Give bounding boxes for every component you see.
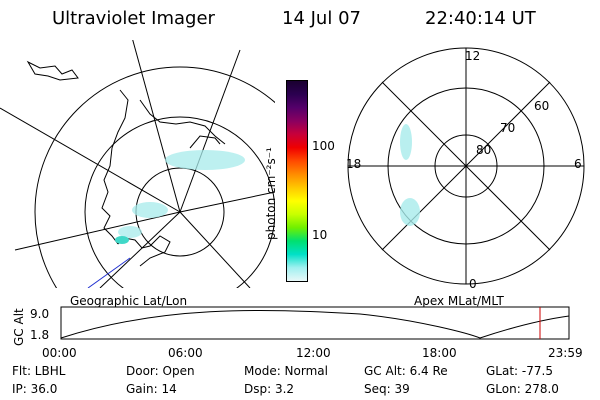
auroral-emission [118, 150, 245, 238]
timeline-xtick: 12:00 [296, 346, 331, 360]
coastline [189, 135, 221, 149]
meridian-line [132, 40, 181, 213]
mlat-label: 60 [534, 99, 549, 113]
meridian-line [14, 211, 181, 251]
timeline-xtick: 18:00 [422, 346, 457, 360]
door-info: Door: Open [126, 364, 195, 378]
seq-info: Seq: 39 [364, 382, 410, 396]
meridian-line [179, 191, 275, 213]
mode-info: Mode: Normal [244, 364, 328, 378]
mlat-label: 80 [476, 143, 491, 157]
filter-info: Flt: LBHL [12, 364, 66, 378]
altitude-curve [60, 309, 570, 339]
date-label: 14 Jul 07 [282, 8, 361, 29]
lat-circle [34, 66, 275, 288]
coastline [139, 99, 226, 145]
auroral-emission-bright [115, 236, 129, 244]
meridian-line [0, 107, 181, 213]
altitude-timeline [60, 306, 570, 340]
mlt-label-left: 18 [346, 157, 361, 171]
coastline [26, 60, 79, 81]
timeline-xtick: 00:00 [42, 346, 77, 360]
meridian-line [179, 211, 251, 288]
timeline-frame [60, 306, 570, 340]
time-label: 22:40:14 UT [425, 8, 536, 29]
apex-label: Apex MLat/MLT [414, 294, 504, 308]
glat-info: GLat: -77.5 [486, 364, 553, 378]
geographic-label: Geographic Lat/Lon [70, 294, 188, 308]
gain-info: Gain: 14 [126, 382, 177, 396]
gcalt-info: GC Alt: 6.4 Re [364, 364, 448, 378]
timeline-axis-label: GC Alt [12, 308, 26, 346]
apex-map: 12 18 6 0 80 70 60 [346, 47, 585, 290]
auroral-emission [400, 124, 420, 226]
mlt-label-right: 6 [574, 157, 582, 171]
timeline-xtick: 06:00 [168, 346, 203, 360]
mlat-label: 70 [500, 121, 515, 135]
ip-info: IP: 36.0 [12, 382, 58, 396]
timeline-ytick-top: 9.0 [30, 307, 50, 321]
colorbar-unit-label: photon cm⁻²s⁻¹ [264, 147, 278, 240]
colorbar-tick-10: 10 [312, 228, 328, 242]
instrument-title: Ultraviolet Imager [52, 8, 215, 29]
dsp-info: Dsp: 3.2 [244, 382, 295, 396]
satellite-track [87, 257, 131, 288]
colorbar [286, 80, 308, 282]
lat-circle [84, 116, 275, 288]
coastline [117, 235, 171, 267]
mlt-label-bottom: 0 [469, 277, 477, 290]
timeline-xtick: 23:59 [548, 346, 583, 360]
coastline [101, 89, 129, 245]
geographic-map [0, 40, 275, 288]
glon-info: GLon: 278.0 [486, 382, 559, 396]
meridian-line [99, 211, 181, 288]
mlt-label-top: 12 [465, 49, 480, 63]
timeline-ytick-bottom: 1.8 [30, 328, 50, 342]
colorbar-tick-100: 100 [312, 139, 335, 153]
